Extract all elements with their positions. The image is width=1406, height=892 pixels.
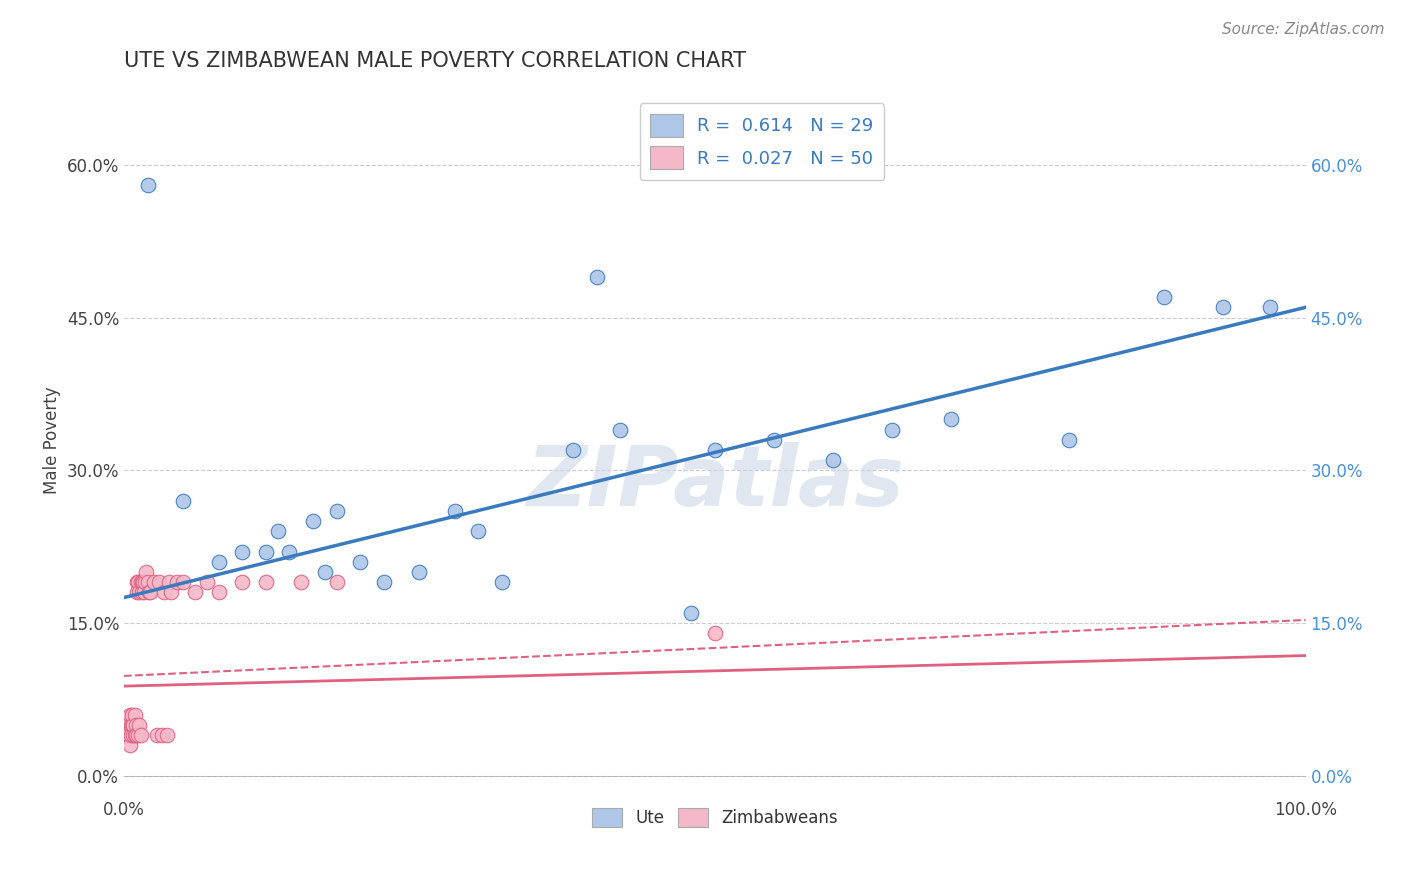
Point [562,442,585,457]
Y-axis label: Male Poverty: Male Poverty [44,386,60,493]
Point [880,423,903,437]
Point [117,718,139,732]
Point [266,524,288,539]
Point [349,555,371,569]
Point [138,585,160,599]
Point [1057,433,1080,447]
Point [129,575,152,590]
Point [444,504,467,518]
Point [124,707,146,722]
Point [1212,301,1234,315]
Text: Source: ZipAtlas.com: Source: ZipAtlas.com [1222,22,1385,37]
Point [120,718,142,732]
Point [125,718,148,732]
Point [585,269,607,284]
Point [136,178,159,193]
Point [150,728,173,742]
Point [172,493,194,508]
Point [122,718,145,732]
Point [131,585,153,599]
Point [703,626,725,640]
Point [491,575,513,590]
Point [121,707,143,722]
Point [127,728,149,742]
Point [125,728,148,742]
Point [939,412,962,426]
Point [129,728,152,742]
Point [155,728,177,742]
Point [135,565,157,579]
Point [172,575,194,590]
Point [127,575,149,590]
Point [231,575,253,590]
Point [207,555,229,569]
Point [184,585,207,599]
Point [128,585,150,599]
Point [302,514,325,528]
Point [118,738,141,752]
Point [142,575,165,590]
Point [373,575,395,590]
Point [136,575,159,590]
Point [157,575,180,590]
Point [467,524,489,539]
Point [118,707,141,722]
Point [125,575,148,590]
Point [153,585,176,599]
Text: UTE VS ZIMBABWEAN MALE POVERTY CORRELATION CHART: UTE VS ZIMBABWEAN MALE POVERTY CORRELATI… [124,51,747,70]
Point [325,575,347,590]
Point [1153,290,1175,304]
Point [195,575,218,590]
Point [121,718,143,732]
Point [609,423,631,437]
Point [314,565,336,579]
Point [146,728,169,742]
Point [139,585,162,599]
Point [160,585,183,599]
Point [821,453,844,467]
Point [125,585,148,599]
Point [166,575,188,590]
Point [1258,301,1281,315]
Point [325,504,347,518]
Point [148,575,170,590]
Point [254,545,277,559]
Point [703,442,725,457]
Point [681,606,703,620]
Point [122,728,145,742]
Text: ZIPatlas: ZIPatlas [526,442,904,523]
Point [115,728,138,742]
Point [254,575,277,590]
Point [134,575,156,590]
Point [290,575,312,590]
Point [207,585,229,599]
Point [118,728,141,742]
Point [124,728,146,742]
Point [131,575,153,590]
Legend: Ute, Zimbabweans: Ute, Zimbabweans [585,802,844,834]
Point [120,728,142,742]
Point [762,433,785,447]
Point [134,585,156,599]
Point [132,575,155,590]
Point [408,565,430,579]
Point [278,545,301,559]
Point [128,718,150,732]
Point [231,545,253,559]
